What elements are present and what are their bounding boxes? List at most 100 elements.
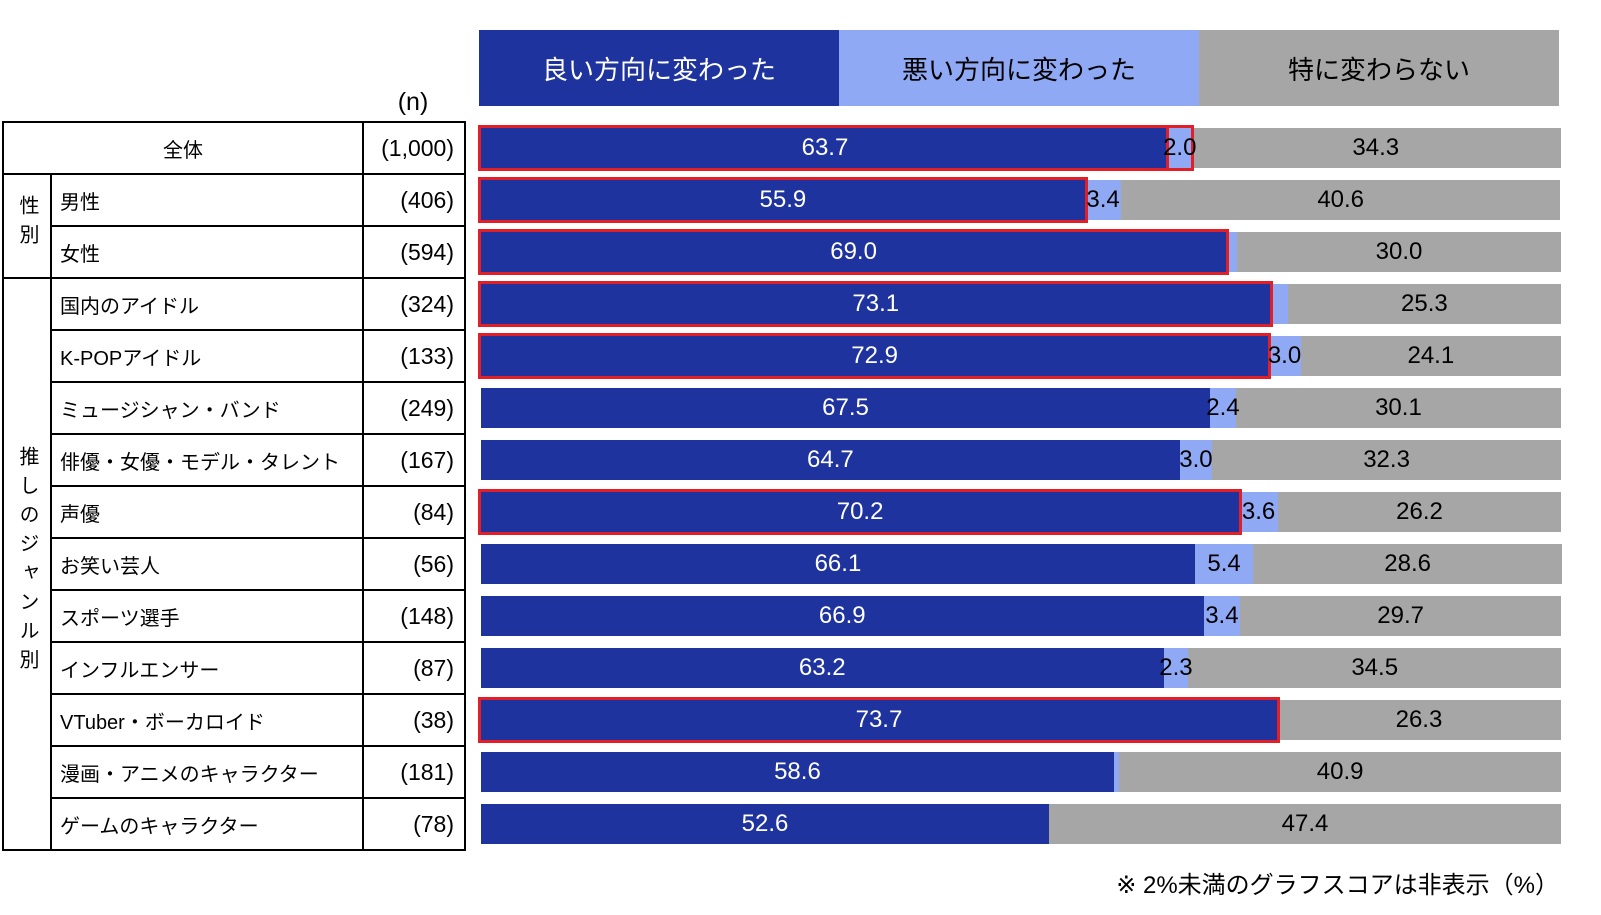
segment-positive: 67.5 [481,388,1210,428]
table-row: インフルエンサー (87) 63.2 34.5 2.3 [3,641,1562,695]
legend-item-positive: 良い方向に変わった [479,30,839,106]
row-n: (1,000) [362,121,466,175]
segment-positive: 52.6 [481,804,1050,844]
row-label: ゲームのキャラクター [50,797,364,851]
segment-negative [1163,648,1189,688]
row-label: 漫画・アニメのキャラクター [50,745,364,799]
bar-cell: 73.7 26.3 [465,694,1562,746]
bar-track: 58.6 40.9 [481,752,1561,792]
neutral-value-label: 32.3 [1363,446,1410,473]
row-label: ミュージシャン・バンド [50,381,364,435]
group-label: 性別 [16,194,38,253]
segment-neutral: 28.6 [1253,544,1563,584]
negative-value-label: 3.0 [1179,446,1213,473]
row-n: (133) [362,329,466,383]
row-n: (56) [362,537,466,591]
neutral-value-label: 24.1 [1407,342,1455,369]
table-row: 声優 (84) 70.2 26.2 3.6 [3,485,1562,539]
row-n: (84) [362,485,466,539]
segment-neutral: 40.9 [1119,752,1561,792]
group-label: 推しのジャンル別 [16,445,38,678]
table-row: 推しのジャンル別 国内のアイドル (324) 73.1 25.3 [2,277,1562,851]
bar-cell: 66.9 29.7 3.4 [465,590,1562,642]
segment-negative [1270,284,1288,324]
row-label: 俳優・女優・モデル・タレント [50,433,364,487]
segment-negative [1226,232,1237,272]
bar-cell: 66.1 28.6 5.4 [465,538,1563,590]
positive-value-label: 63.2 [798,654,846,681]
bar-cell: 70.2 26.2 3.6 [465,486,1562,538]
row-n: (78) [362,797,466,851]
row-label: K-POPアイドル [50,329,364,383]
segment-positive: 63.2 [481,648,1164,688]
segment-neutral: 26.3 [1276,700,1561,740]
table-row: ゲームのキャラクター (78) 52.6 47.4 [3,797,1562,851]
legend-label-negative: 悪い方向に変わった [901,54,1136,85]
positive-value-label: 73.7 [855,706,903,733]
negative-value-label: 2.4 [1206,394,1240,421]
bar-cell: 52.6 47.4 [465,798,1562,850]
bar-track: 63.2 34.5 2.3 [481,648,1561,688]
neutral-value-label: 34.5 [1351,654,1399,681]
bar-track: 70.2 26.2 3.6 [477,489,1561,535]
positive-value-label: 52.6 [741,810,789,837]
neutral-value-label: 40.6 [1317,186,1365,213]
segment-neutral: 40.6 [1121,180,1560,220]
bar-cell: 73.1 25.3 [465,278,1562,330]
positive-value-label: 66.1 [814,550,862,577]
bar-cell: 64.7 32.3 3.0 [465,434,1562,486]
segment-positive: 55.9 [478,177,1088,223]
table-row: 女性 (594) 69.0 30.0 [3,225,1562,279]
neutral-value-label: 25.3 [1401,290,1448,317]
segment-neutral: 29.7 [1240,596,1561,636]
table-row: VTuber・ボーカロイド (38) 73.7 26.3 [3,693,1562,747]
legend: 良い方向に変わった 悪い方向に変わった 特に変わらない [479,30,1559,106]
row-label: 男性 [50,173,364,227]
segment-negative [1210,388,1236,428]
neutral-value-label: 30.1 [1375,394,1422,421]
group-cell: 性別 [2,173,52,279]
footnote: ※ 2%未満のグラフスコアは非表示（%） [1116,872,1559,899]
positive-value-label: 58.6 [774,758,821,785]
segment-positive: 66.1 [481,544,1195,584]
bar-track: 66.9 29.7 3.4 [481,596,1561,636]
row-n: (324) [362,277,466,331]
row-label: 女性 [50,225,364,279]
bar-track: 72.9 24.1 3.0 [477,333,1561,379]
bar-cell: 67.5 30.1 2.4 [465,382,1562,434]
row-n: (38) [362,693,466,747]
rows-body: 全体 (1,000) 63.7 34.3 2.0 性別 男性 (406) 55.9 40.6 3.4… [2,121,1563,851]
row-n: (167) [362,433,466,487]
segment-positive: 70.2 [477,489,1243,535]
segment-positive: 73.1 [477,281,1274,327]
legend-label-positive: 良い方向に変わった [541,54,776,85]
segment-positive: 73.7 [478,697,1280,743]
segment-neutral: 32.3 [1212,440,1561,480]
positive-value-label: 70.2 [836,498,884,525]
neutral-value-label: 26.3 [1395,706,1443,733]
bar-track: 73.7 26.3 [478,697,1561,743]
positive-value-label: 66.9 [818,602,866,629]
segment-positive: 69.0 [477,229,1230,275]
bar-cell: 58.6 40.9 [465,746,1562,798]
row-n: (406) [362,173,466,227]
positive-value-label: 72.9 [851,342,899,369]
neutral-value-label: 34.3 [1352,134,1400,161]
segment-positive: 63.7 [478,125,1172,171]
negative-value-label: 3.0 [1267,342,1302,369]
negative-value-label: 5.4 [1207,550,1241,577]
segment-neutral: 34.3 [1190,128,1561,168]
bar-track: 66.1 28.6 5.4 [481,544,1563,584]
bar-track: 52.6 47.4 [481,804,1561,844]
bar-track: 63.7 34.3 2.0 [478,125,1561,171]
neutral-value-label: 30.0 [1375,238,1423,265]
neutral-value-label: 29.7 [1377,602,1424,629]
neutral-value-label: 26.2 [1396,498,1443,525]
segment-negative [1113,752,1120,792]
segment-negative [1194,544,1254,584]
segment-positive: 58.6 [481,752,1114,792]
segment-neutral: 25.3 [1287,284,1561,324]
legend-label-neutral: 特に変わらない [1287,54,1470,85]
bar-track: 69.0 30.0 [477,229,1561,275]
row-label: インフルエンサー [50,641,364,695]
